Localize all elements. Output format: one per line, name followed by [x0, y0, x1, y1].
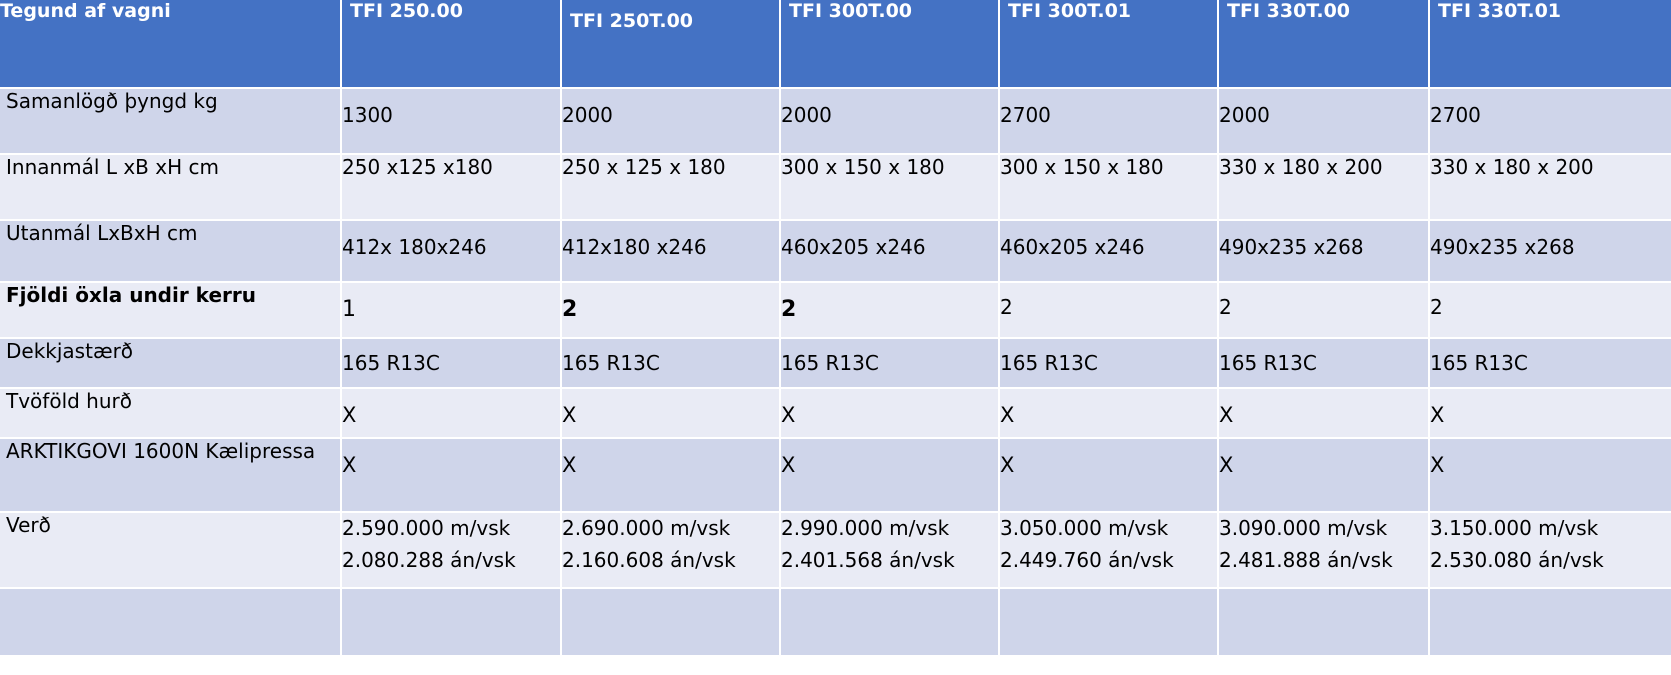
price-cell: 2.690.000 m/vsk 2.160.608 án/vsk	[561, 512, 781, 589]
price-cell: 3.150.000 m/vsk 2.530.080 án/vsk	[1429, 512, 1671, 589]
table-cell: 330 x 180 x 200	[1429, 154, 1671, 221]
table-cell: 2000	[561, 88, 781, 155]
table-cell: 2700	[999, 88, 1219, 155]
model-header-tfi-300t-00: TFI 300T.00	[780, 0, 1000, 89]
table-cell	[1218, 588, 1430, 657]
table-cell: 1	[341, 282, 562, 339]
price-cell: 3.050.000 m/vsk 2.449.760 án/vsk	[999, 512, 1219, 589]
table-cell: 300 x 150 x 180	[999, 154, 1219, 221]
model-header-tfi-330t-01: TFI 330T.01	[1429, 0, 1671, 89]
row-label-double-door: Tvöföld hurð	[0, 388, 342, 439]
price-cell: 2.590.000 m/vsk 2.080.288 án/vsk	[341, 512, 562, 589]
model-header-tfi-250-00: TFI 250.00	[341, 0, 562, 89]
table-cell	[1429, 588, 1671, 657]
price-with-vat: 2.990.000 m/vsk	[781, 516, 950, 540]
table-cell: 2000	[780, 88, 1000, 155]
price-cell: 3.090.000 m/vsk 2.481.888 án/vsk	[1218, 512, 1430, 589]
table-cell	[561, 588, 781, 657]
table-cell: X	[1218, 388, 1430, 439]
table-row-tire-size: Dekkjastærð 165 R13C 165 R13C 165 R13C 1…	[0, 338, 1671, 389]
row-label-weight: Samanlögð þyngd kg	[0, 88, 342, 155]
row-label-cooling-compressor: ARKTIKGOVI 1600N Kælipressa	[0, 438, 342, 513]
table-cell: 2	[561, 282, 781, 339]
table-cell: X	[1429, 438, 1671, 513]
table-row-axles: Fjöldi öxla undir kerru 1 2 2 2 2 2	[0, 282, 1671, 339]
table-cell: X	[341, 388, 562, 439]
table-cell: X	[999, 438, 1219, 513]
table-cell: 2	[999, 282, 1219, 339]
price-with-vat: 3.050.000 m/vsk	[1000, 516, 1169, 540]
table-cell: 412x180 x246	[561, 220, 781, 283]
price-without-vat: 2.080.288 án/vsk	[342, 548, 516, 572]
table-cell: 330 x 180 x 200	[1218, 154, 1430, 221]
table-cell: 460x205 x246	[780, 220, 1000, 283]
table-cell: 165 R13C	[561, 338, 781, 389]
table-cell: 1300	[341, 88, 562, 155]
table-cell: 2	[1218, 282, 1430, 339]
price-without-vat: 2.160.608 án/vsk	[562, 548, 736, 572]
table-cell: 165 R13C	[341, 338, 562, 389]
header-row: Tegund af vagni TFI 250.00 TFI 250T.00 T…	[0, 0, 1671, 89]
table-cell: 2	[780, 282, 1000, 339]
row-label-inner-dimensions: Innanmál L xB xH cm	[0, 154, 342, 221]
table-row-price: Verð 2.590.000 m/vsk 2.080.288 án/vsk 2.…	[0, 512, 1671, 589]
table-cell: 2700	[1429, 88, 1671, 155]
table-cell: 165 R13C	[1218, 338, 1430, 389]
model-header-tfi-330t-00: TFI 330T.00	[1218, 0, 1430, 89]
model-header-tfi-250t-00: TFI 250T.00	[561, 0, 781, 89]
table-cell: X	[1429, 388, 1671, 439]
table-cell: 250 x125 x180	[341, 154, 562, 221]
table-cell: 165 R13C	[999, 338, 1219, 389]
table-row-cooling-compressor: ARKTIKGOVI 1600N Kælipressa X X X X X X	[0, 438, 1671, 513]
price-cell: 2.990.000 m/vsk 2.401.568 án/vsk	[780, 512, 1000, 589]
price-with-vat: 3.150.000 m/vsk	[1430, 516, 1599, 540]
table-cell	[999, 588, 1219, 657]
table-cell	[341, 588, 562, 657]
table-row-double-door: Tvöföld hurð X X X X X X	[0, 388, 1671, 439]
price-without-vat: 2.481.888 án/vsk	[1219, 548, 1393, 572]
table-cell: 412x 180x246	[341, 220, 562, 283]
row-label-outer-dimensions: Utanmál LxBxH cm	[0, 220, 342, 283]
trailer-spec-table: Tegund af vagni TFI 250.00 TFI 250T.00 T…	[0, 0, 1671, 657]
table-cell: X	[780, 388, 1000, 439]
table-cell: 165 R13C	[780, 338, 1000, 389]
price-without-vat: 2.449.760 án/vsk	[1000, 548, 1174, 572]
table-cell: X	[561, 388, 781, 439]
table-row-inner-dimensions: Innanmál L xB xH cm 250 x125 x180 250 x …	[0, 154, 1671, 221]
table-cell: X	[561, 438, 781, 513]
table-row-empty	[0, 588, 1671, 657]
row-label-price: Verð	[0, 512, 342, 589]
table-cell: 2	[1429, 282, 1671, 339]
table-cell: X	[341, 438, 562, 513]
header-row-label: Tegund af vagni	[0, 0, 342, 89]
table-cell: X	[999, 388, 1219, 439]
price-with-vat: 2.690.000 m/vsk	[562, 516, 731, 540]
table-cell	[0, 588, 342, 657]
model-header-tfi-300t-01: TFI 300T.01	[999, 0, 1219, 89]
table-cell: 490x235 x268	[1429, 220, 1671, 283]
table-cell: 2000	[1218, 88, 1430, 155]
table-cell: 250 x 125 x 180	[561, 154, 781, 221]
price-without-vat: 2.530.080 án/vsk	[1430, 548, 1604, 572]
price-with-vat: 3.090.000 m/vsk	[1219, 516, 1388, 540]
table-cell: X	[1218, 438, 1430, 513]
row-label-tire-size: Dekkjastærð	[0, 338, 342, 389]
table-cell: 490x235 x268	[1218, 220, 1430, 283]
table-cell: 460x205 x246	[999, 220, 1219, 283]
table-cell: 300 x 150 x 180	[780, 154, 1000, 221]
table-row-weight: Samanlögð þyngd kg 1300 2000 2000 2700 2…	[0, 88, 1671, 155]
table-cell: X	[780, 438, 1000, 513]
table-row-outer-dimensions: Utanmál LxBxH cm 412x 180x246 412x180 x2…	[0, 220, 1671, 283]
table-cell	[780, 588, 1000, 657]
price-with-vat: 2.590.000 m/vsk	[342, 516, 511, 540]
row-label-axles: Fjöldi öxla undir kerru	[0, 282, 342, 339]
table-cell: 165 R13C	[1429, 338, 1671, 389]
price-without-vat: 2.401.568 án/vsk	[781, 548, 955, 572]
